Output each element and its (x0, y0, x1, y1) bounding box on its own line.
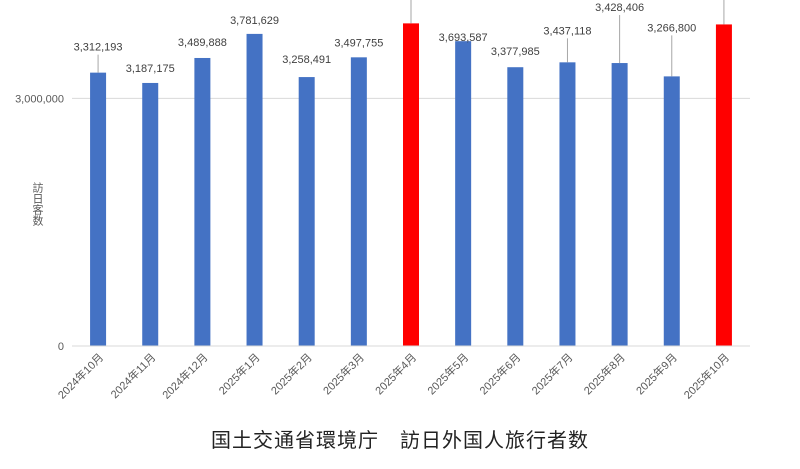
bar (715, 24, 732, 347)
x-tick-label: 2025年8月 (581, 350, 628, 397)
x-tick-label: 2024年10月 (55, 350, 106, 401)
x-tick-label: 2025年2月 (268, 350, 315, 397)
bar (663, 76, 680, 346)
x-tick-label: 2025年4月 (372, 350, 419, 397)
x-tick-label: 2024年11月 (108, 350, 159, 401)
bar (455, 41, 472, 347)
data-label: 3,428,406 (595, 2, 644, 14)
data-label: 3,437,118 (543, 25, 591, 37)
y-axis-label: 訪日客数 (31, 182, 44, 226)
chart-caption: 国土交通省環境庁 訪日外国人旅行者数 (211, 428, 589, 452)
data-label: 3,266,800 (647, 22, 696, 34)
x-tick-label: 2024年12月 (159, 350, 210, 401)
bar (611, 63, 628, 347)
x-tick-label: 2025年9月 (633, 350, 680, 397)
x-tick-label: 2025年5月 (424, 350, 471, 397)
data-label: 3,377,985 (491, 46, 540, 58)
bar (194, 57, 211, 346)
x-tick-label: 2025年3月 (320, 350, 367, 397)
bar (403, 23, 419, 347)
bar (559, 62, 576, 347)
x-tick-label: 2025年6月 (476, 350, 523, 397)
data-label: 3,312,193 (74, 42, 123, 54)
bar (246, 33, 263, 346)
y-tick-label: 3,000,000 (15, 93, 64, 105)
data-label: 3,693,587 (439, 32, 488, 44)
data-label: 3,781,629 (230, 15, 279, 27)
x-tick-label: 2025年10月 (681, 350, 732, 401)
data-label: 3,489,888 (178, 37, 227, 49)
data-label: 3,187,175 (126, 63, 175, 75)
bar-chart: 0 3,000,000 3,312,193 2024年10月 3,187,175 2024… (15, 0, 750, 402)
bar (350, 57, 367, 346)
y-tick-label: 0 (58, 341, 64, 353)
data-label: 3,258,491 (282, 54, 331, 66)
data-label: 3,497,755 (334, 37, 383, 49)
bar (298, 77, 315, 346)
bar (90, 72, 107, 347)
x-tick-label: 2025年7月 (528, 350, 575, 397)
x-tick-label: 2025年1月 (216, 350, 263, 397)
bar (507, 67, 524, 346)
bar (142, 82, 159, 346)
